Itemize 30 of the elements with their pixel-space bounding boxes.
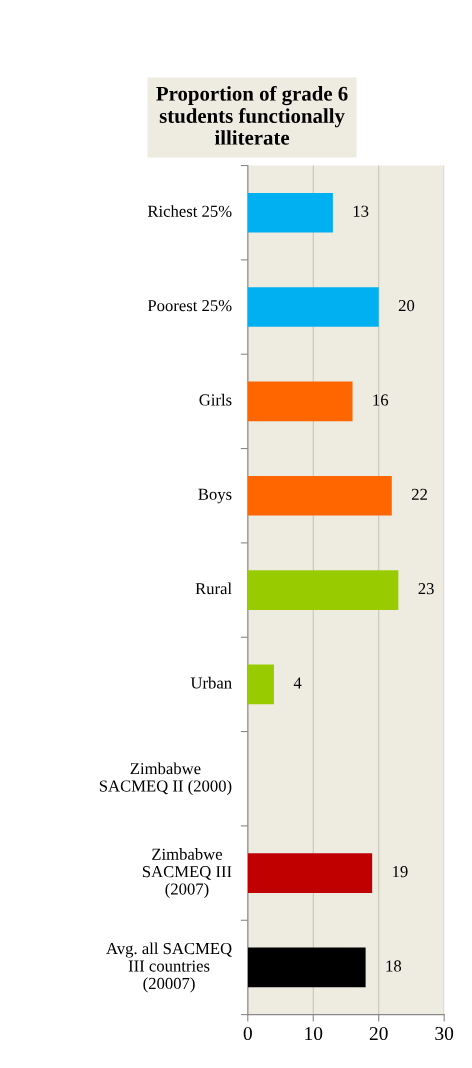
- data-label: 18: [386, 960, 402, 972]
- data-label: 13: [353, 205, 369, 217]
- x-tick-label: 0: [243, 1026, 252, 1041]
- bar: [247, 475, 392, 516]
- data-label: 19: [393, 866, 408, 878]
- data-label: 20: [398, 299, 415, 312]
- data-label: 16: [373, 394, 389, 406]
- x-tick-label: 30: [435, 1026, 454, 1041]
- y-tick-label: Boys: [198, 488, 232, 504]
- data-label: 4: [293, 677, 302, 689]
- bar: [247, 287, 379, 327]
- y-tick-label: Poorest 25%: [147, 299, 232, 312]
- bar: [247, 381, 353, 422]
- bar: [247, 192, 333, 233]
- y-tick-label: Zimbabwe SACMEQ III (2007): [142, 848, 232, 899]
- bar: [247, 853, 373, 893]
- data-label: 22: [411, 488, 427, 500]
- y-tick-label: Avg. all SACMEQ III countries (20007): [106, 942, 232, 993]
- y-tick-label: Richest 25%: [147, 205, 232, 217]
- y-tick-label: Urban: [190, 676, 232, 689]
- bar: [247, 664, 274, 705]
- y-tick-label: Rural: [195, 582, 232, 595]
- bar: [247, 947, 366, 988]
- x-tick-label: 10: [305, 1026, 323, 1041]
- bar: [247, 570, 399, 610]
- data-label: 23: [418, 583, 434, 595]
- x-tick-label: 20: [369, 1026, 388, 1041]
- chart-title: Proportion of grade 6 students functionally illiterate: [156, 85, 348, 145]
- y-tick-label: Zimbabwe SACMEQ II (2000): [99, 762, 232, 796]
- y-tick-label: Girls: [199, 393, 232, 406]
